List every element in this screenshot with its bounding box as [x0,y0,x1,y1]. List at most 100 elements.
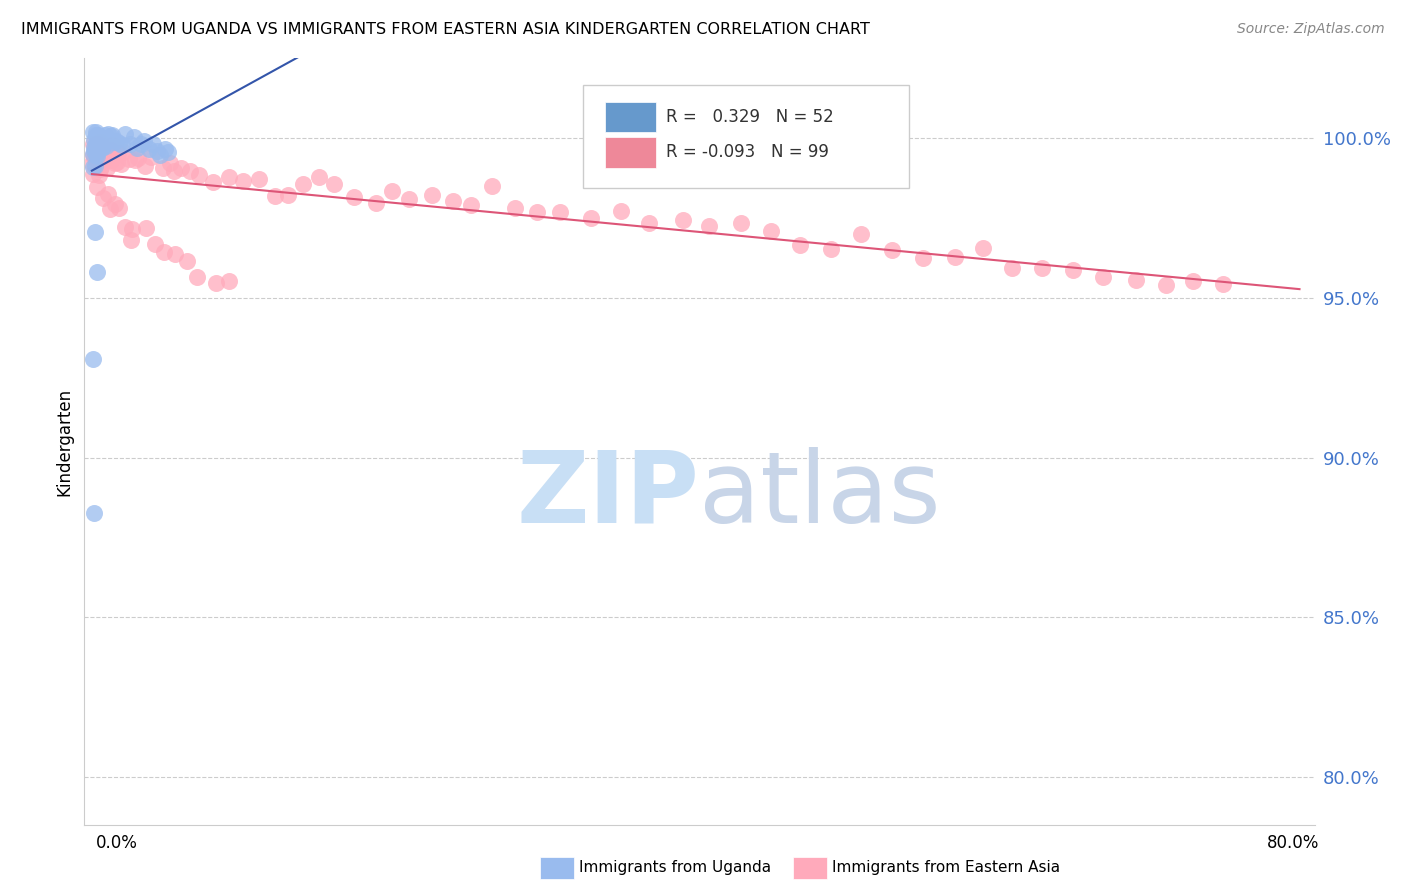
Point [188,168,211,182]
Point [93,190,115,204]
Point [672,213,695,227]
Point [82,125,104,139]
Point [820,242,842,256]
Point [111,138,134,153]
Point [82,146,104,161]
Point [86,149,108,163]
Point [89,168,111,182]
Point [972,241,994,255]
Point [264,189,287,203]
Point [89,135,111,149]
Text: Source: ZipAtlas.com: Source: ZipAtlas.com [1237,22,1385,37]
Point [730,216,752,230]
Point [697,219,720,233]
Point [84,136,107,151]
Point [89,133,111,147]
Point [87,137,110,152]
Point [141,150,163,164]
Point [86,179,108,194]
Point [84,225,107,239]
Point [1212,277,1234,291]
Point [86,141,108,155]
Point [120,233,142,247]
Point [89,139,111,153]
Point [759,224,782,238]
Point [152,161,174,175]
Point [117,152,139,166]
Point [82,156,104,170]
Point [90,134,112,148]
Point [114,219,136,234]
Point [132,134,155,148]
Point [105,154,128,169]
Point [134,159,156,173]
Point [186,270,208,285]
Point [108,136,131,151]
Point [100,128,122,143]
Point [87,145,110,159]
Point [149,148,172,162]
Text: Immigrants from Eastern Asia: Immigrants from Eastern Asia [832,861,1060,875]
Point [460,198,482,212]
Point [155,143,177,157]
Point [159,156,181,170]
Text: R = -0.093   N = 99: R = -0.093 N = 99 [666,144,830,161]
Point [82,167,104,181]
Point [943,250,966,264]
Point [89,150,111,164]
Point [503,201,526,215]
Point [84,159,107,173]
Point [308,170,330,185]
Text: IMMIGRANTS FROM UGANDA VS IMMIGRANTS FROM EASTERN ASIA KINDERGARTEN CORRELATION : IMMIGRANTS FROM UGANDA VS IMMIGRANTS FRO… [21,22,870,37]
Point [398,192,420,206]
Point [90,134,112,148]
Point [138,142,160,156]
Point [86,148,108,162]
Point [91,145,114,159]
Point [638,216,661,230]
Point [163,247,186,261]
Point [101,137,124,152]
FancyBboxPatch shape [605,102,657,132]
FancyBboxPatch shape [582,85,908,188]
Point [364,196,387,211]
Point [100,153,122,167]
Point [96,145,118,160]
Point [82,160,104,174]
Point [1154,278,1177,293]
Point [94,131,117,145]
Point [163,164,186,178]
Point [153,244,176,259]
Point [90,160,112,174]
Point [218,274,240,288]
Point [97,186,120,201]
Point [84,137,107,152]
Point [292,177,315,191]
Point [121,222,143,236]
Point [83,506,105,520]
Point [343,189,366,203]
Text: atlas: atlas [700,447,941,544]
Point [107,146,129,161]
Point [526,205,548,219]
Point [86,128,108,143]
Point [112,145,135,160]
Point [156,145,179,159]
Point [103,135,125,149]
Point [548,205,571,219]
Point [104,155,127,169]
Point [1182,275,1205,289]
Point [103,149,125,163]
Point [143,236,166,251]
Point [202,176,225,190]
Point [789,237,811,252]
Point [108,202,131,216]
Point [247,171,270,186]
Point [83,144,105,158]
Point [232,174,254,188]
Point [84,125,107,139]
Point [97,127,120,141]
Point [481,179,503,194]
Point [96,161,118,176]
Point [98,202,121,216]
